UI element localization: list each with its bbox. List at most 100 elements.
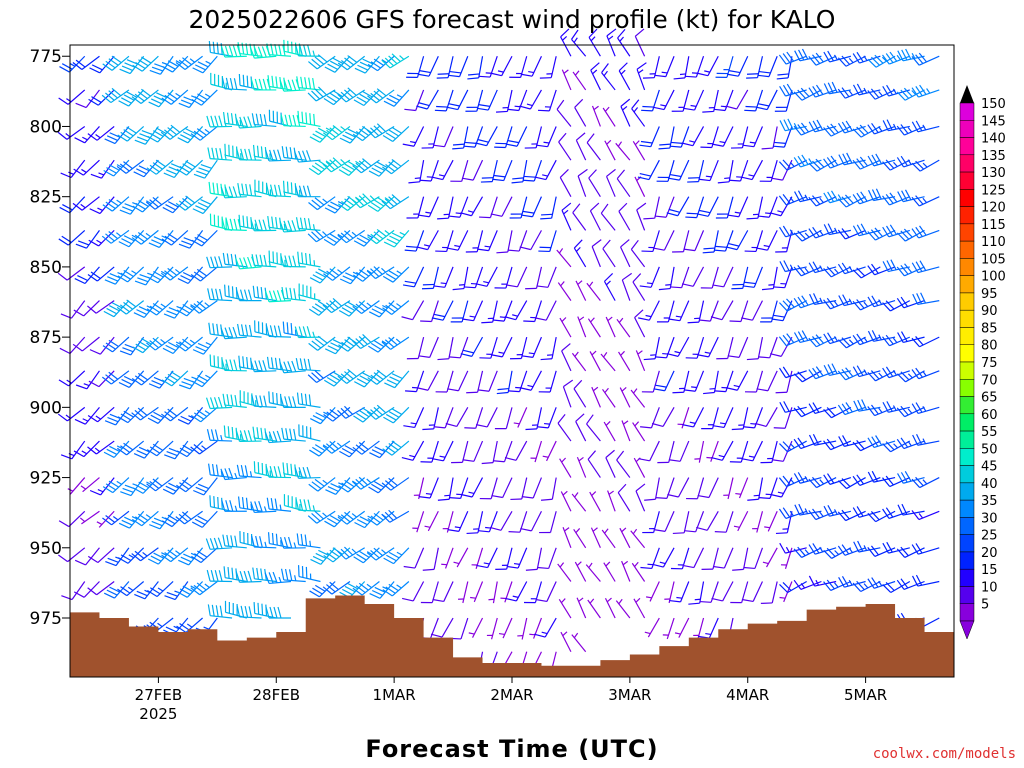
barb-full [308,394,312,406]
barb-staff [429,336,439,358]
barb-full [860,191,868,202]
wind-barb [102,196,130,212]
wind-barb [534,617,557,638]
wind-barb [735,477,749,499]
barb-full [196,128,207,136]
wind-barb [191,510,218,528]
barb-full [217,537,223,549]
wind-barb [430,617,454,638]
barb-full [309,136,321,143]
barb-half [646,282,653,285]
barb-staff [210,298,233,302]
barb-full [386,238,398,245]
barb-full [59,347,71,355]
wind-barb [251,113,277,128]
barb-staff [785,370,807,379]
barb-full [725,105,737,110]
barb-full [181,240,193,246]
wind-barb [561,69,572,91]
wind-barb [573,528,587,549]
barb-full [512,177,524,180]
barb-full [322,586,333,595]
colorbar-label: 80 [981,339,998,354]
barb-half [128,554,135,559]
barb-half [560,598,566,604]
barb-staff [560,36,572,57]
barb-staff [477,511,484,533]
barb-full [815,84,824,95]
barb-full [383,241,395,248]
barb-staff [502,477,513,498]
barb-staff [202,196,218,214]
barb-full [711,597,723,602]
wind-barb [176,159,204,176]
barb-full [314,338,325,347]
barb-full [654,74,666,78]
wind-barb [882,119,910,132]
wind-barb [280,396,306,408]
barb-staff [71,300,86,319]
barb-full [355,162,366,171]
barb-full [782,300,792,310]
barb-full [347,128,359,135]
wind-barb [221,218,247,231]
barb-staff [429,617,439,639]
barb-staff [547,126,557,147]
barb-full [837,263,846,275]
barb-full [388,509,398,519]
wind-barb [190,125,218,141]
wind-barb [74,406,100,425]
barb-half [66,379,72,384]
barb-full [210,429,215,441]
wind-barb [369,440,395,459]
barb-half [588,562,593,569]
barb-half [618,317,624,323]
barb-full [178,102,190,109]
wind-barb [146,477,174,492]
barb-full [915,336,924,346]
barb-full [370,202,382,210]
barb-half [833,54,838,61]
barb-full [326,552,337,560]
wind-barb [402,126,425,147]
barb-full [778,54,787,65]
barb-full [190,305,200,314]
barb-full [347,87,357,96]
credit-link[interactable]: coolwx.com/models [873,746,1016,762]
wind-barb [352,581,380,596]
barb-full [845,120,853,131]
barb-staff [547,407,557,429]
barb-full [885,193,894,204]
barb-half [748,455,755,458]
barb-half [592,386,599,392]
barb-half [201,445,207,450]
barb-full [358,582,369,591]
barb-half [733,525,740,528]
barb-half [425,211,432,214]
barb-half [618,598,623,605]
wind-barb [145,196,174,210]
barb-full [416,246,428,251]
barb-staff [459,56,469,77]
barb-staff [562,386,572,408]
barb-full [177,591,188,598]
barb-full [827,82,834,94]
barb-staff [68,510,86,527]
barb-full [296,76,300,88]
barb-full [371,449,383,456]
wind-barb [191,370,218,388]
barb-full [137,232,148,240]
barb-full [161,413,171,422]
colorbar-swatch [959,586,975,604]
barb-full [228,45,234,57]
barb-half [322,444,329,449]
barb-full [391,232,403,239]
wind-barb [558,132,572,161]
barb-staff [544,617,557,638]
wind-barb [322,298,351,314]
barb-full [111,55,122,64]
barb-full [152,337,163,346]
barb-full [475,424,488,428]
barb-full [344,585,356,593]
wind-barb [852,223,881,237]
